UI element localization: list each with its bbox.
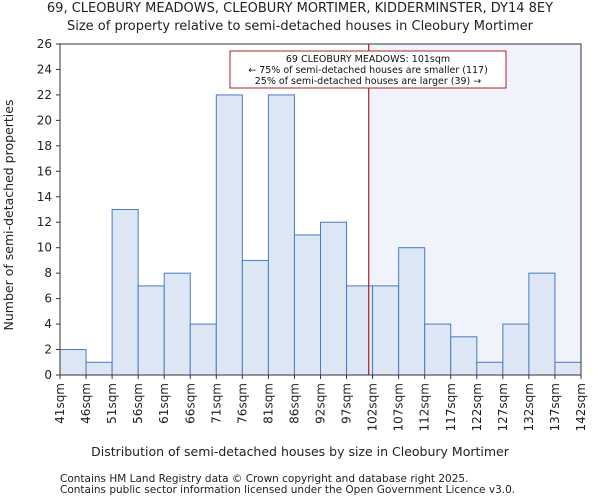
y-tick-label: 8 [44, 266, 52, 280]
x-tick-label: 107sqm [392, 383, 406, 431]
x-tick-label: 122sqm [470, 383, 484, 431]
y-tick-label: 16 [37, 164, 52, 178]
x-tick-label: 142sqm [574, 383, 588, 431]
histogram-bar-66sqm [189, 323, 217, 376]
x-tick-label: 76sqm [235, 383, 249, 424]
histogram-bar-132sqm [528, 272, 556, 376]
x-tick-label: 86sqm [287, 383, 301, 424]
histogram-bar-102sqm [372, 285, 400, 376]
annotation-line-1: 69 CLEOBURY MEADOWS: 101sqm [286, 54, 450, 65]
y-axis-label: Number of semi-detached properties [1, 100, 16, 331]
y-tick-label: 0 [44, 368, 52, 382]
footer-copyright: Contains HM Land Registry data © Crown c… [60, 473, 469, 485]
y-tick-label: 6 [44, 292, 52, 306]
x-tick-label: 127sqm [496, 383, 510, 431]
y-tick-label: 22 [37, 88, 52, 102]
histogram-bar-61sqm [163, 272, 191, 376]
x-tick-label: 41sqm [53, 383, 67, 424]
y-tick-label: 24 [37, 62, 52, 76]
chart-title: 69, CLEOBURY MEADOWS, CLEOBURY MORTIMER,… [46, 1, 554, 16]
y-tick-label: 12 [37, 215, 52, 229]
histogram-bar-41sqm [59, 349, 87, 376]
histogram-bar-127sqm [502, 323, 530, 376]
histogram-bar-122sqm [476, 361, 504, 376]
x-tick-label: 132sqm [522, 383, 536, 431]
x-tick-label: 81sqm [261, 383, 275, 424]
x-tick-label: 71sqm [209, 383, 223, 424]
histogram-bar-71sqm [215, 94, 243, 376]
x-tick-label: 97sqm [340, 383, 354, 424]
histogram-bar-76sqm [241, 259, 269, 376]
x-tick-label: 102sqm [366, 383, 380, 431]
y-tick-label: 10 [37, 241, 52, 255]
histogram-bar-137sqm [554, 361, 582, 376]
footer-licence: Contains public sector information licen… [60, 484, 516, 496]
y-tick-label: 14 [37, 190, 52, 204]
annotation-box [229, 50, 507, 89]
y-tick-label: 4 [44, 317, 52, 331]
x-tick-label: 92sqm [314, 383, 328, 424]
chart-subtitle: Size of property relative to semi-detach… [66, 19, 534, 34]
x-tick-label: 137sqm [548, 383, 562, 431]
y-tick-label: 18 [37, 139, 52, 153]
histogram-bar-112sqm [424, 323, 452, 376]
histogram-bar-86sqm [293, 234, 322, 376]
x-tick-label: 46sqm [79, 383, 93, 424]
x-axis-label: Distribution of semi-detached houses by … [91, 444, 509, 459]
x-tick-label: 112sqm [418, 383, 432, 431]
histogram-bar-107sqm [398, 247, 426, 376]
y-tick-label: 20 [37, 113, 52, 127]
y-tick-label: 2 [44, 343, 52, 357]
histogram-bar-46sqm [85, 361, 113, 376]
x-tick-label: 61sqm [157, 383, 171, 424]
histogram-bar-56sqm [137, 285, 165, 376]
annotation-line-2: ← 75% of semi-detached houses are smalle… [248, 65, 488, 76]
histogram-bar-81sqm [267, 94, 295, 376]
x-tick-label: 117sqm [444, 383, 458, 431]
histogram-bar-51sqm [111, 209, 139, 376]
histogram-bar-92sqm [320, 221, 348, 376]
y-tick-label: 26 [37, 37, 52, 51]
x-tick-label: 66sqm [183, 383, 197, 424]
x-tick-label: 51sqm [105, 383, 119, 424]
histogram-bar-117sqm [450, 336, 478, 376]
x-tick-label: 56sqm [131, 383, 145, 424]
annotation-line-3: 25% of semi-detached houses are larger (… [255, 76, 482, 87]
